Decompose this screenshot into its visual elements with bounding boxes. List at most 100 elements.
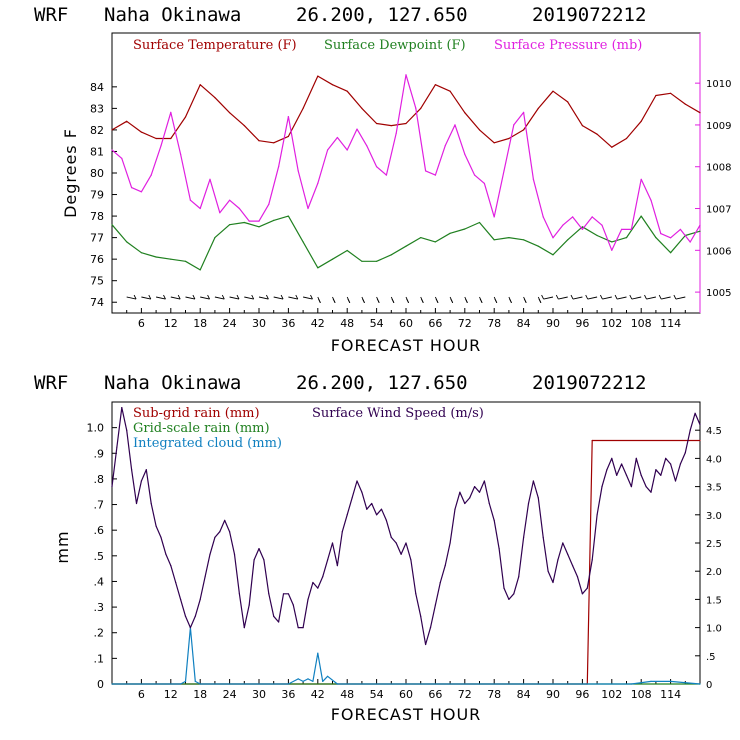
wind-barb	[434, 296, 439, 304]
surface-dewpoint-point	[640, 215, 642, 217]
surface-dewpoint-point	[243, 221, 245, 224]
surface-pressure-point	[219, 212, 221, 214]
chart2-header-model: WRF	[34, 372, 68, 394]
surface-pressure-point	[121, 157, 123, 159]
wind-barb	[317, 296, 321, 304]
surface-pressure-point	[160, 145, 162, 147]
wind-speed-point	[439, 581, 441, 584]
chart2-y-axis-label: mm	[53, 530, 72, 563]
surface-dewpoint-point	[464, 228, 466, 230]
wind-speed-point	[645, 486, 647, 488]
surface-temperature-point	[493, 142, 495, 144]
chart2-x-tick-label: 78	[487, 688, 501, 701]
surface-dewpoint-point	[258, 226, 260, 228]
wind-speed-point	[278, 621, 280, 623]
surface-dewpoint-line	[111, 215, 701, 271]
wind-speed-point	[527, 502, 530, 505]
wind-speed-point	[474, 486, 476, 488]
wind-speed-point	[488, 502, 490, 505]
wind-speed-point	[189, 627, 191, 629]
chart1-y-tick-label: 83	[90, 102, 104, 115]
wind-speed-point	[140, 480, 142, 482]
wind-barb	[537, 296, 542, 304]
wind-speed-point	[400, 553, 402, 555]
wind-speed-point	[390, 536, 392, 539]
wind-speed-point	[454, 508, 456, 510]
chart2-x-tick-label: 12	[164, 688, 178, 701]
wind-speed-point	[478, 491, 481, 493]
surface-pressure-point	[464, 153, 466, 155]
wind-speed-point	[689, 429, 691, 431]
wind-speed-point	[351, 497, 353, 499]
wind-barb	[229, 294, 240, 300]
wind-speed-point	[214, 536, 216, 539]
chart1-header-location: Naha Okinawa	[104, 4, 241, 26]
wind-barb	[464, 296, 468, 304]
surface-dewpoint-point	[140, 252, 142, 254]
wind-speed-point	[292, 604, 294, 606]
wind-speed-point	[596, 514, 598, 516]
surface-dewpoint-point	[567, 239, 569, 241]
wind-speed-point	[493, 519, 495, 522]
wind-speed-point	[601, 486, 603, 488]
wind-speed-point	[327, 559, 329, 561]
surface-temperature-point	[214, 97, 216, 99]
chart1-y2-tick-label: 1005	[706, 288, 731, 299]
chart2-y-tick-label: 0	[97, 678, 104, 691]
wind-speed-point	[248, 604, 250, 606]
wind-speed-point	[523, 536, 525, 539]
surface-dewpoint-point	[229, 224, 231, 226]
wind-speed-point	[155, 525, 157, 527]
chart2-header-init: 2019072212	[532, 372, 646, 394]
wind-barb	[599, 294, 612, 300]
chart2-x-tick-label: 66	[428, 688, 442, 701]
chart2-x-tick-label: 84	[517, 688, 531, 701]
surface-dewpoint-point	[699, 230, 701, 232]
surface-pressure-point	[366, 145, 368, 147]
wind-speed-point	[263, 559, 265, 561]
chart2-x-tick-label: 90	[546, 688, 560, 701]
surface-pressure-point	[238, 207, 240, 210]
wind-barb	[479, 296, 483, 304]
surface-pressure-point	[699, 224, 701, 226]
wind-speed-point	[135, 502, 138, 505]
surface-pressure-point	[640, 178, 642, 180]
surface-pressure-point	[425, 170, 427, 172]
wind-speed-point	[376, 514, 378, 516]
wind-speed-point	[557, 559, 559, 561]
wind-barb	[644, 294, 656, 300]
surface-pressure-point	[562, 224, 564, 226]
wind-speed-point	[621, 463, 623, 465]
wind-speed-point	[518, 576, 520, 578]
surface-pressure-point	[327, 149, 329, 151]
chart2-y-tick-label: .9	[94, 447, 105, 460]
wind-barb	[493, 296, 498, 304]
surface-dewpoint-point	[596, 234, 598, 237]
wind-speed-point	[395, 542, 397, 544]
chart1-x-axis-label: FORECAST HOUR	[331, 336, 482, 355]
chart1-y2-tick-label: 1006	[706, 246, 731, 257]
surface-dewpoint-point	[581, 226, 584, 228]
wind-barb	[185, 294, 196, 300]
surface-pressure-point	[268, 203, 270, 205]
surface-pressure-point	[180, 153, 182, 155]
wind-speed-point	[591, 559, 593, 561]
surface-dewpoint-point	[670, 252, 672, 254]
surface-temperature-point	[140, 131, 142, 133]
surface-temperature-point	[684, 103, 686, 105]
chart2-y2-tick-label: 1.5	[706, 595, 722, 606]
wind-speed-point	[513, 593, 515, 595]
wind-speed-point	[567, 553, 569, 555]
surface-pressure-point	[454, 124, 456, 126]
wind-speed-point	[150, 502, 152, 505]
surface-temperature-point	[199, 84, 201, 86]
legend-surface-temperature: Surface Temperature (F)	[133, 38, 297, 53]
surface-dewpoint-point	[302, 241, 304, 243]
wind-speed-point	[219, 531, 221, 533]
surface-temperature-point	[508, 137, 510, 140]
chart1-x-tick-label: 90	[546, 317, 560, 330]
surface-pressure-point	[189, 199, 191, 201]
surface-pressure-point	[356, 128, 358, 130]
chart2-y-tick-label: 1.0	[87, 422, 105, 435]
wind-speed-point	[699, 424, 701, 426]
